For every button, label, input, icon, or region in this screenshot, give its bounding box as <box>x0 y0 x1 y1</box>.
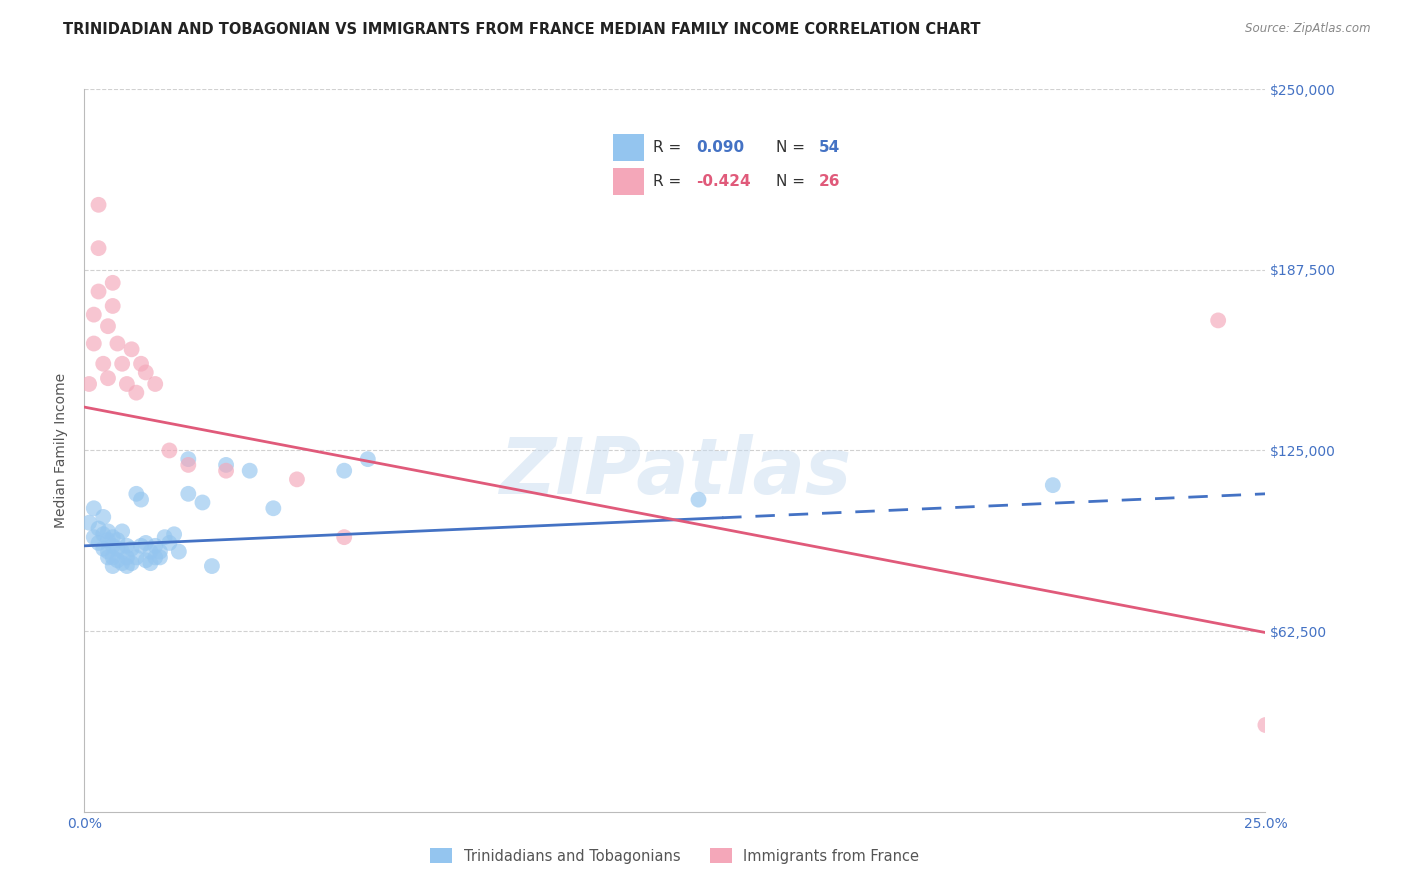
Point <box>87 521 110 535</box>
Point <box>149 544 172 558</box>
Point <box>143 376 166 391</box>
Point <box>77 516 100 530</box>
Point <box>87 241 110 255</box>
Point <box>97 550 120 565</box>
Point <box>97 524 120 539</box>
Point <box>239 464 262 478</box>
Point <box>107 336 129 351</box>
Point <box>129 492 152 507</box>
Legend: Trinidadians and Tobagonians, Immigrants from France: Trinidadians and Tobagonians, Immigrants… <box>425 842 925 870</box>
Point <box>1254 718 1277 732</box>
Point <box>101 530 124 544</box>
Point <box>115 376 138 391</box>
Point <box>115 550 138 565</box>
Point <box>111 556 134 570</box>
Point <box>135 366 157 380</box>
Point <box>1206 313 1229 327</box>
Text: TRINIDADIAN AND TOBAGONIAN VS IMMIGRANTS FROM FRANCE MEDIAN FAMILY INCOME CORREL: TRINIDADIAN AND TOBAGONIAN VS IMMIGRANTS… <box>63 22 981 37</box>
Point <box>91 541 114 556</box>
Point <box>111 544 134 558</box>
Point <box>97 371 120 385</box>
Point <box>121 343 143 357</box>
Point <box>262 501 284 516</box>
Point <box>1042 478 1064 492</box>
Point <box>125 550 148 565</box>
Point <box>107 533 129 547</box>
Point <box>111 357 134 371</box>
Point <box>97 533 120 547</box>
Point <box>91 357 114 371</box>
Point <box>97 544 120 558</box>
Point <box>101 299 124 313</box>
Point <box>77 376 100 391</box>
Point <box>357 452 380 467</box>
Point <box>157 443 180 458</box>
Point <box>167 544 190 558</box>
Point <box>125 487 148 501</box>
Point <box>177 452 200 467</box>
Point <box>129 357 152 371</box>
Point <box>153 530 176 544</box>
Point <box>87 536 110 550</box>
Point <box>121 556 143 570</box>
Point <box>149 550 172 565</box>
Text: ZIPatlas: ZIPatlas <box>499 434 851 510</box>
Point <box>101 550 124 565</box>
Point <box>91 510 114 524</box>
Point <box>688 492 710 507</box>
Point <box>111 524 134 539</box>
Point <box>101 559 124 574</box>
Point <box>87 198 110 212</box>
Point <box>83 530 105 544</box>
Point <box>97 319 120 334</box>
Point <box>125 385 148 400</box>
Point <box>121 541 143 556</box>
Point <box>115 539 138 553</box>
Point <box>285 472 308 486</box>
Point <box>139 556 162 570</box>
Point <box>107 553 129 567</box>
Text: Source: ZipAtlas.com: Source: ZipAtlas.com <box>1246 22 1371 36</box>
Point <box>163 527 186 541</box>
Point <box>177 487 200 501</box>
Point <box>333 530 356 544</box>
Point <box>333 464 356 478</box>
Point <box>215 464 238 478</box>
Point <box>83 336 105 351</box>
Point <box>215 458 238 472</box>
Point <box>143 539 166 553</box>
Y-axis label: Median Family Income: Median Family Income <box>55 373 69 528</box>
Point <box>115 559 138 574</box>
Point <box>191 495 214 509</box>
Point <box>177 458 200 472</box>
Point <box>143 550 166 565</box>
Point <box>87 285 110 299</box>
Point <box>101 539 124 553</box>
Point <box>83 308 105 322</box>
Point <box>201 559 224 574</box>
Point <box>157 536 180 550</box>
Point <box>83 501 105 516</box>
Point <box>101 276 124 290</box>
Point <box>139 544 162 558</box>
Point <box>129 539 152 553</box>
Point <box>107 541 129 556</box>
Point <box>135 553 157 567</box>
Point <box>135 536 157 550</box>
Point <box>91 527 114 541</box>
